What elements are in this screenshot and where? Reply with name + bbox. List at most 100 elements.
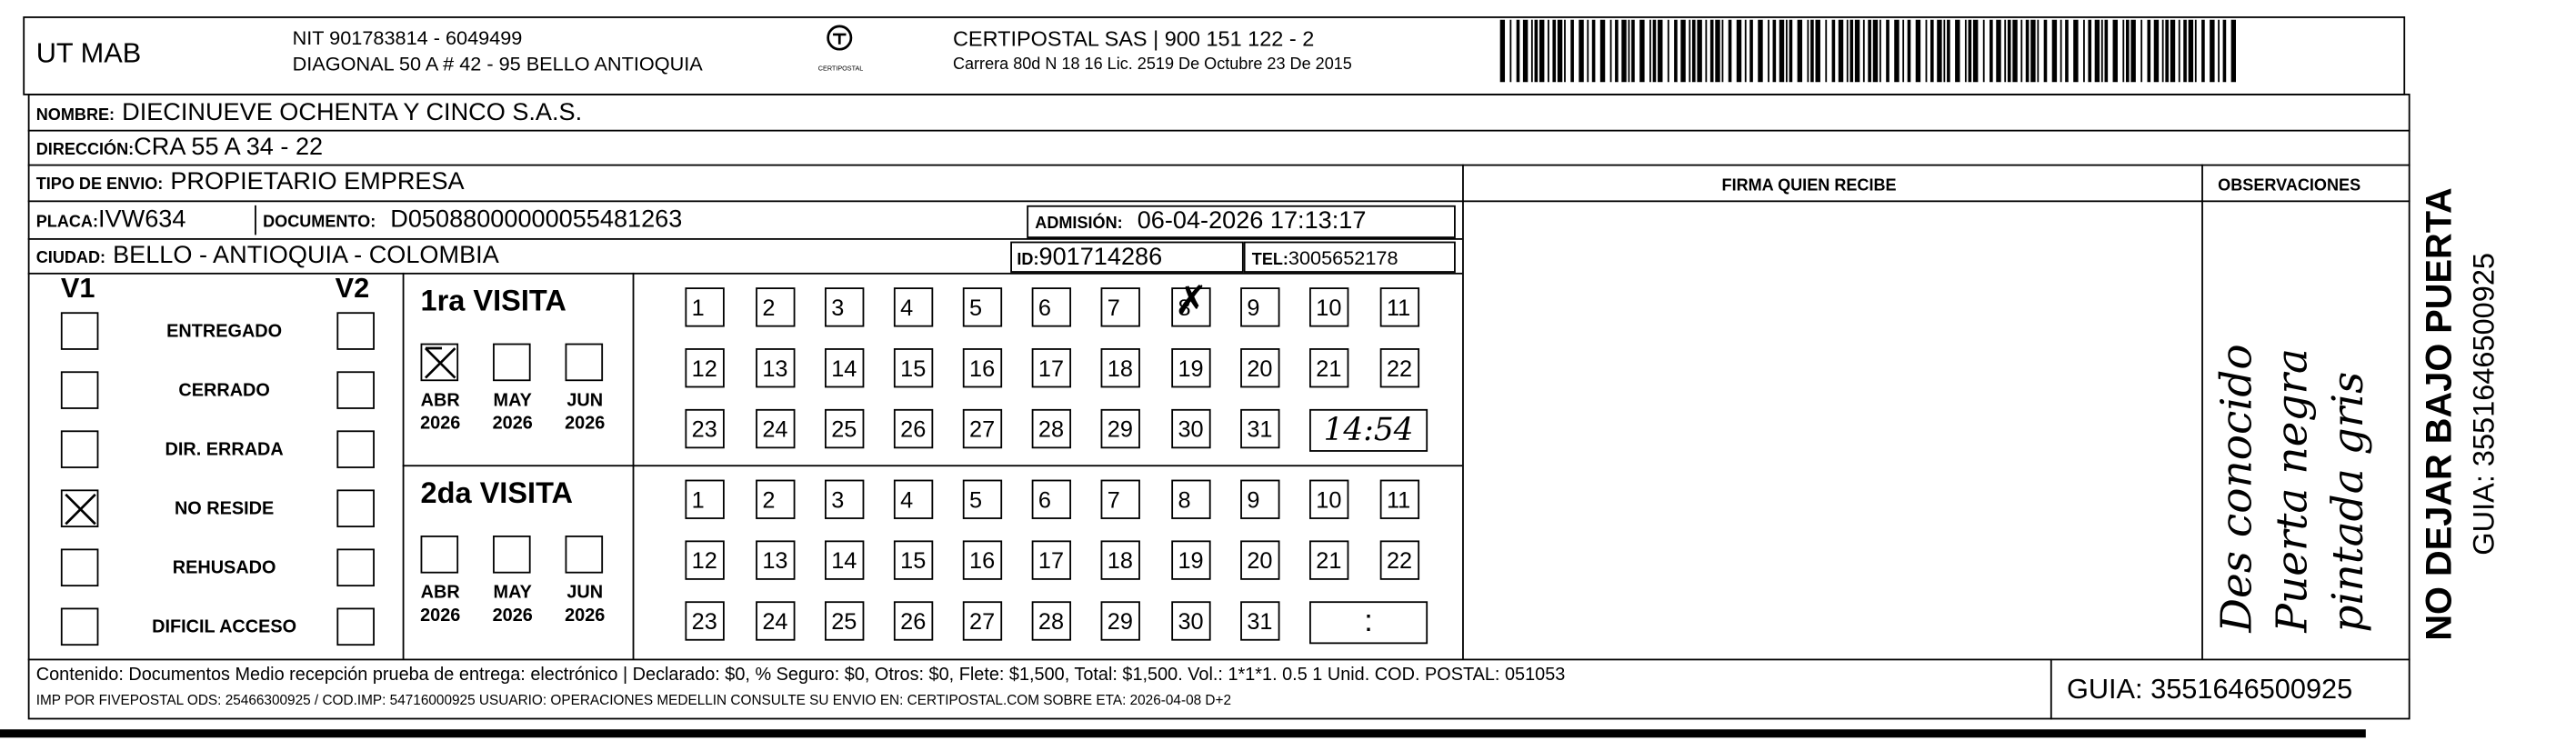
month-year: 2026 [492,414,533,434]
side-guia: GUIA: 3551646500925 [2467,252,2501,556]
barcode-bar [1972,19,1979,83]
certipostal-logo: CERTIPOSTAL [818,23,863,72]
day-box: 16 [962,348,1003,388]
barcode-bar [1715,19,1720,83]
documento-label: DOCUMENTO: [263,213,376,232]
month-checkbox [420,343,459,382]
barcode-bar [2183,19,2187,83]
day-box: 30 [1171,408,1211,449]
barcode-bar [1570,19,1574,83]
day-box: 28 [1031,408,1072,449]
barcode-bar [2122,19,2125,83]
day-box: 6 [1031,479,1072,519]
day-box: 3 [825,287,865,327]
day-box: 29 [1100,601,1140,641]
admision-value: 06-04-2026 17:13:17 [1137,206,1367,235]
status-label: CERRADO [178,381,270,401]
barcode-bar [1968,19,1972,83]
barcode-bar [2073,19,2079,83]
barcode-bar [2004,19,2007,83]
day-box: 31 [1240,601,1280,641]
day-box: 12 [685,348,725,388]
barcode-bar [1779,19,1785,83]
month-checkbox [420,536,459,574]
company-name: UT MAB [35,37,142,69]
day-box: 20 [1240,348,1280,388]
day-box: 8 ✗ [1171,282,1211,327]
barcode-bar [1772,19,1777,83]
barcode-bar [1557,19,1563,83]
barcode-bar [1599,19,1606,83]
barcode-bar [1838,19,1844,83]
month-label: MAY [493,583,532,604]
barcode-bar [1728,19,1732,83]
month-label: JUN [566,583,604,604]
barcode-bar [1915,19,1921,83]
barcode-bar [2007,19,2011,83]
status-label: ENTREGADO [166,322,283,342]
month-year: 2026 [565,414,606,434]
barcode-bar [2222,19,2227,83]
barcode-bar [1709,19,1714,83]
barcode-bar [1886,19,1889,83]
bottom-rule [0,729,2366,738]
barcode-bar [1964,19,1967,83]
day-box: 11 [1379,287,1420,327]
barcode-bar [1587,19,1589,83]
barcode-bar [2088,19,2092,83]
barcode-bar [1868,19,1871,83]
carrier-license: Carrera 80d N 18 16 Lic. 2519 De Octubre… [952,55,1352,75]
barcode-bar [1815,19,1820,83]
barcode-bar [2104,19,2109,83]
barcode-bar [2178,19,2180,83]
barcode-bar [1862,19,1865,83]
barcode-bar [1667,19,1669,83]
day-box: 5 [962,479,1003,519]
barcode-bar [1705,19,1708,83]
barcode-bar [1522,19,1529,83]
barcode-bar [2060,19,2062,83]
barcode-bar [1825,19,1828,83]
tipo-envio-value: PROPIETARIO EMPRESA [170,167,465,196]
nombre-value: DIECINUEVE OCHENTA Y CINCO S.A.S. [122,98,583,127]
day-box: 14 [825,348,865,388]
barcode-bar [1943,19,1946,83]
barcode-bar [1516,19,1520,83]
ciudad-value: BELLO - ANTIOQUIA - COLOMBIA [113,241,499,270]
barcode-bar [1692,19,1696,83]
admision-label: ADMISIÓN: [1035,215,1123,234]
barcode-bar [1639,19,1645,83]
barcode-bar [2140,19,2143,83]
barcode-bar [2161,19,2164,83]
day-box: 9 [1240,479,1280,519]
barcode-bar [2112,19,2118,83]
day-box: 25 [825,601,865,641]
day-box: 6 [1031,287,1072,327]
barcode-bar [2165,19,2169,83]
month-label: MAY [493,391,532,411]
status-label: DIR. ERRADA [165,440,284,460]
day-box: 23 [685,408,725,449]
status-label: DIFICIL ACCESO [152,617,297,638]
day-box: 22 [1379,540,1420,580]
company-nit: NIT 901783814 - 6049499 [292,25,523,50]
barcode-bar [1509,19,1512,83]
day-box: 2 [756,479,796,519]
barcode-bar [2065,19,2069,83]
barcode-bar [1929,19,1934,83]
v2-label: V2 [335,272,370,305]
barcode-bar [2230,19,2237,83]
barcode-bar [1552,19,1557,83]
barcode-bar [2210,19,2215,83]
day-box: 12 [685,540,725,580]
barcode-bar [1721,19,1724,83]
day-box: 30 [1171,601,1211,641]
day-box: 11 [1379,479,1420,519]
v1-checkbox [60,607,99,646]
barcode-bar [2153,19,2160,83]
barcode-bar [1548,19,1549,83]
visit-time-box: 14:54 [1309,408,1428,452]
v1-checkbox [60,371,99,409]
month-checkbox [493,536,531,574]
status-label: NO RESIDE [174,499,275,519]
